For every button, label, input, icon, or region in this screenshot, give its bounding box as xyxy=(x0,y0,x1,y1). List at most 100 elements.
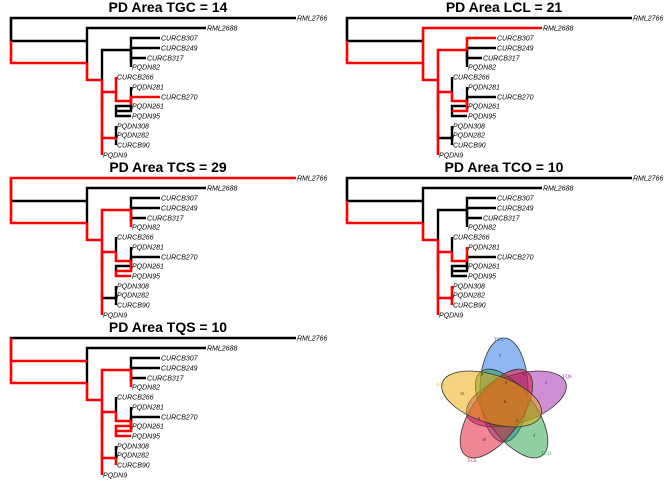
tip-label: CURCB249 xyxy=(497,206,534,213)
tip-label: RML2766 xyxy=(297,336,327,343)
tree-edge-n3 xyxy=(436,208,467,240)
tip-label: CURCB270 xyxy=(161,255,198,262)
venn-set-lcl xyxy=(441,370,543,428)
tree-edge-n7 xyxy=(436,90,452,111)
tree-edge-n12 xyxy=(100,133,116,140)
tree-edge-CURCB317 xyxy=(129,376,146,382)
tree-edge-RML2688 xyxy=(421,186,542,223)
tree-edge-n3 xyxy=(100,48,131,80)
tip-label: CURCB266 xyxy=(117,75,154,82)
venn-label-tgc: TGC xyxy=(494,338,505,343)
tree-panel-3: PD Area TCS = 29 RML2766 RML2688 CURCB307 CU… xyxy=(9,159,327,320)
tip-label: PQDN9 xyxy=(103,313,127,320)
tree-edge-PQDN95 xyxy=(114,431,131,438)
venn-region-count: 0 xyxy=(481,372,483,377)
tip-label: PQDN281 xyxy=(132,245,164,252)
tip-label: PQDN282 xyxy=(453,293,485,300)
tree-edge-RML2766 xyxy=(345,16,632,41)
tip-label: CURCB270 xyxy=(497,255,534,262)
tip-label: CURCB249 xyxy=(161,46,198,53)
tree-edge-n1 xyxy=(345,201,423,225)
tree-edge-CURCB317 xyxy=(129,56,146,62)
venn-region-count: 3 xyxy=(533,433,535,438)
tip-label: CURCB249 xyxy=(161,206,198,213)
tip-label: RML2688 xyxy=(207,26,237,33)
tip-label: RML2766 xyxy=(633,16,663,23)
tip-label: PQDN308 xyxy=(117,284,149,291)
tree-edge-PQDN95 xyxy=(450,271,467,278)
tree-edge-n1 xyxy=(9,361,87,385)
tip-label: CURCB270 xyxy=(161,415,198,422)
tip-label: PQDN282 xyxy=(117,453,149,460)
tree-panel-5: PD Area TQS = 10 RML2766 RML2688 CURCB307 CU… xyxy=(9,319,327,480)
tip-label: CURCB249 xyxy=(497,46,534,53)
tree-edge-n3 xyxy=(436,48,467,80)
tree-edge-CURCB317 xyxy=(129,216,146,222)
tip-label: PQDN282 xyxy=(453,133,485,140)
venn-label-tco: TCO xyxy=(541,452,551,457)
tree-edge-PQDN261 xyxy=(114,104,131,111)
tree-edge-n12 xyxy=(436,133,452,140)
tip-label: PQDN95 xyxy=(468,114,496,121)
tip-label: PQDN261 xyxy=(132,424,164,431)
tip-label: CURCB270 xyxy=(497,95,534,102)
tree-edge-n9 xyxy=(114,412,131,423)
tree-edge-CURCB249 xyxy=(129,46,160,57)
tree-edge-n2 xyxy=(85,223,102,242)
tip-label: RML2766 xyxy=(633,176,663,183)
tree-edge-n7 xyxy=(100,90,116,111)
tree-edge-PQDN261 xyxy=(450,104,467,111)
tree-edge-PQDN95 xyxy=(114,271,131,278)
tip-label: RML2688 xyxy=(207,186,237,193)
panel-title: PD Area LCL = 21 xyxy=(446,0,563,15)
tree-edge-RML2688 xyxy=(85,186,206,223)
tip-label: CURCB266 xyxy=(117,235,154,242)
tip-label: CURCB307 xyxy=(497,196,535,203)
tree-edge-RML2766 xyxy=(9,16,296,41)
tip-label: PQDN281 xyxy=(468,85,500,92)
tree-edge-CURCB307 xyxy=(129,36,160,50)
tip-label: CURCB307 xyxy=(161,196,199,203)
tree-panels: PD Area TGC = 14 RML2766 RML2688 CURCB307 CU… xyxy=(9,0,663,480)
panel-title: PD Area TCO = 10 xyxy=(445,159,564,175)
tip-label: PQDN95 xyxy=(132,434,160,441)
tree-edge-PQDN95 xyxy=(114,111,131,118)
tree-edge-n1 xyxy=(9,41,87,65)
tip-label: RML2688 xyxy=(207,346,237,353)
tree-edge-RML2766 xyxy=(9,176,296,201)
tip-label: CURCB317 xyxy=(147,216,185,223)
tip-label: CURCB90 xyxy=(117,303,150,310)
tree-edge-CURCB307 xyxy=(129,356,160,370)
tree-edge-n11 xyxy=(116,265,133,273)
venn-diagram: TGC TQS TCO TCS LCL 5 2 3 10 15 0 0 0 0 0 6 xyxy=(436,337,572,464)
tip-label: PQDN281 xyxy=(468,245,500,252)
venn-label-tcs: TCS xyxy=(467,459,476,464)
tip-label: RML2766 xyxy=(297,176,327,183)
tree-edge-RML2688 xyxy=(85,346,206,383)
tip-label: CURCB266 xyxy=(453,235,490,242)
tree-edge-n12 xyxy=(100,453,116,460)
tree-edge-CURCB317 xyxy=(465,216,482,222)
tip-label: PQDN82 xyxy=(468,65,496,72)
tip-label: CURCB249 xyxy=(161,366,198,373)
tree-edge-PQDN261 xyxy=(114,264,131,271)
tree-edge-PQDN261 xyxy=(114,424,131,431)
tip-label: CURCB266 xyxy=(453,75,490,82)
tip-label: CURCB90 xyxy=(453,143,486,150)
tip-label: PQDN9 xyxy=(439,313,463,320)
tip-label: PQDN308 xyxy=(453,124,485,131)
tip-label: CURCB266 xyxy=(117,395,154,402)
tip-label: PQDN282 xyxy=(117,293,149,300)
venn-region-count: 0 xyxy=(523,372,525,377)
tree-panel-2: PD Area LCL = 21 RML2766 RML2688 CURCB307 CU… xyxy=(345,0,663,160)
tip-label: PQDN281 xyxy=(132,85,164,92)
tree-panel-4: PD Area TCO = 10 RML2766 RML2688 CURCB307 CU… xyxy=(345,159,663,320)
tree-edge-n2 xyxy=(421,223,438,242)
tree-edge-n11 xyxy=(452,105,469,113)
tip-label: CURCB90 xyxy=(117,143,150,150)
tip-label: CURCB317 xyxy=(147,376,185,383)
tip-label: CURCB307 xyxy=(161,356,199,363)
tree-edge-n1 xyxy=(9,201,87,225)
tip-label: PQDN82 xyxy=(132,385,160,392)
